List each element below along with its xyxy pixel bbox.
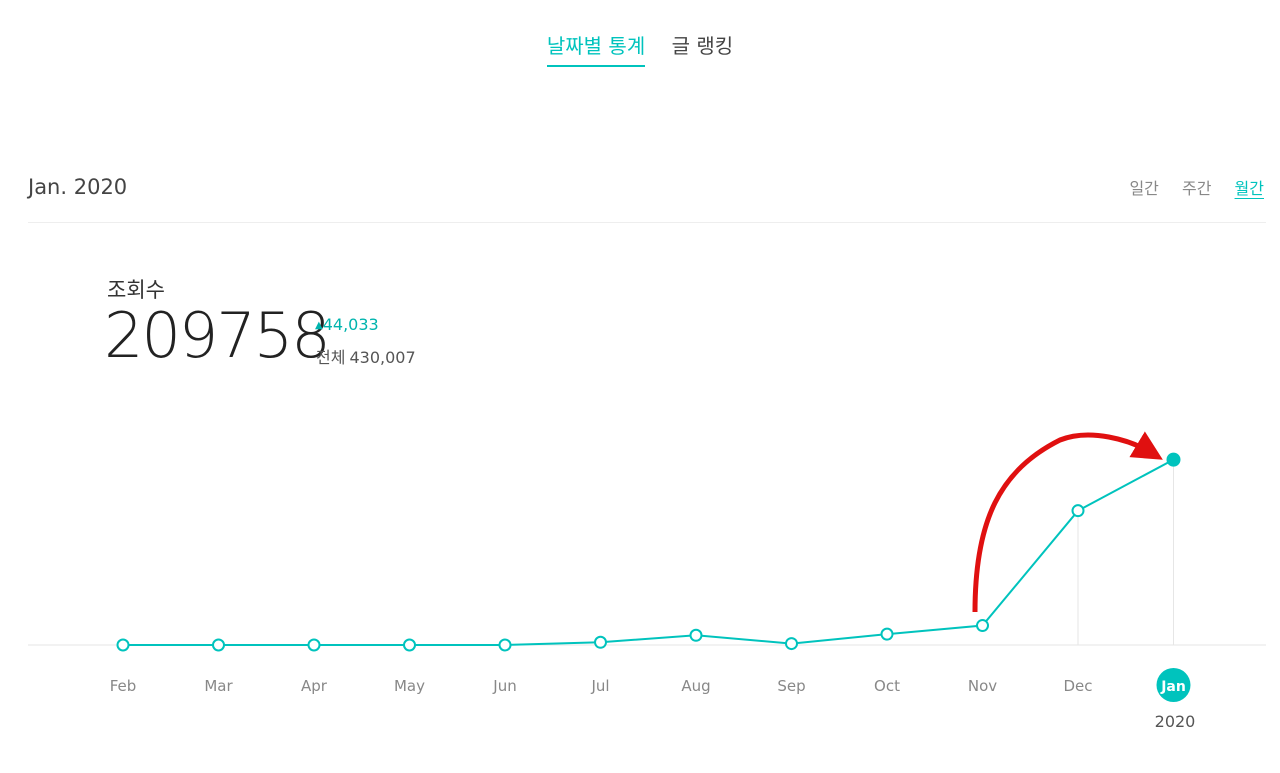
data-point-nov[interactable] [976,619,989,633]
metric-value: 209758 [104,299,331,372]
metric-total-label: 전체 [316,348,346,367]
selected-month-badge [1156,668,1191,702]
data-point-feb[interactable] [116,638,130,652]
data-point-jul[interactable] [594,635,607,649]
data-point-aug[interactable] [689,628,703,642]
data-point-jun[interactable] [498,638,512,652]
range-tab-daily[interactable]: 일간 [1129,179,1159,198]
header-divider [28,222,1266,223]
x-tick-sep[interactable]: Sep [777,677,805,695]
data-point-may[interactable] [403,638,416,652]
range-tab-bar: 일간 주간 월간 [1111,175,1264,199]
metric-total: 전체 430,007 [316,344,416,368]
selected-year-label: 2020 [1154,712,1196,731]
x-tick-jan[interactable]: Jan [1160,679,1186,695]
metric-label: 조회수 [107,278,165,302]
x-tick-nov[interactable]: Nov [968,677,997,695]
data-point-mar[interactable] [212,638,225,652]
top-tab-bar: 날짜별 통계 글 랭킹 [0,30,1280,67]
metric-total-value: 430,007 [349,348,416,367]
data-point-jan[interactable] [1166,452,1181,467]
data-point-sep[interactable] [785,637,798,651]
period-title: Jan. 2020 [28,175,128,199]
views-series-line [123,458,1174,646]
range-tab-monthly[interactable]: 월간 [1234,179,1264,198]
range-tab-weekly[interactable]: 주간 [1182,179,1212,198]
data-point-oct[interactable] [880,627,894,641]
annotation-arrow [972,431,1163,613]
data-point-apr[interactable] [307,638,321,652]
x-tick-feb[interactable]: Feb [110,677,137,695]
x-tick-mar[interactable]: Mar [204,677,233,695]
x-tick-apr[interactable]: Apr [301,677,328,695]
x-tick-jun[interactable]: Jun [492,677,516,695]
x-tick-oct[interactable]: Oct [874,677,900,695]
metric-delta-value: 44,033 [322,315,379,334]
tab-daily-stats[interactable]: 날짜별 통계 [546,30,646,67]
metric-delta: ▲44,033 [315,315,379,334]
up-triangle-icon: ▲ [315,320,323,331]
tab-post-ranking[interactable]: 글 랭킹 [671,34,734,58]
x-tick-aug[interactable]: Aug [681,677,710,695]
x-tick-may[interactable]: May [394,677,425,695]
x-tick-dec[interactable]: Dec [1063,677,1092,695]
data-point-dec[interactable] [1071,504,1085,518]
x-tick-jul[interactable]: Jul [590,677,609,695]
